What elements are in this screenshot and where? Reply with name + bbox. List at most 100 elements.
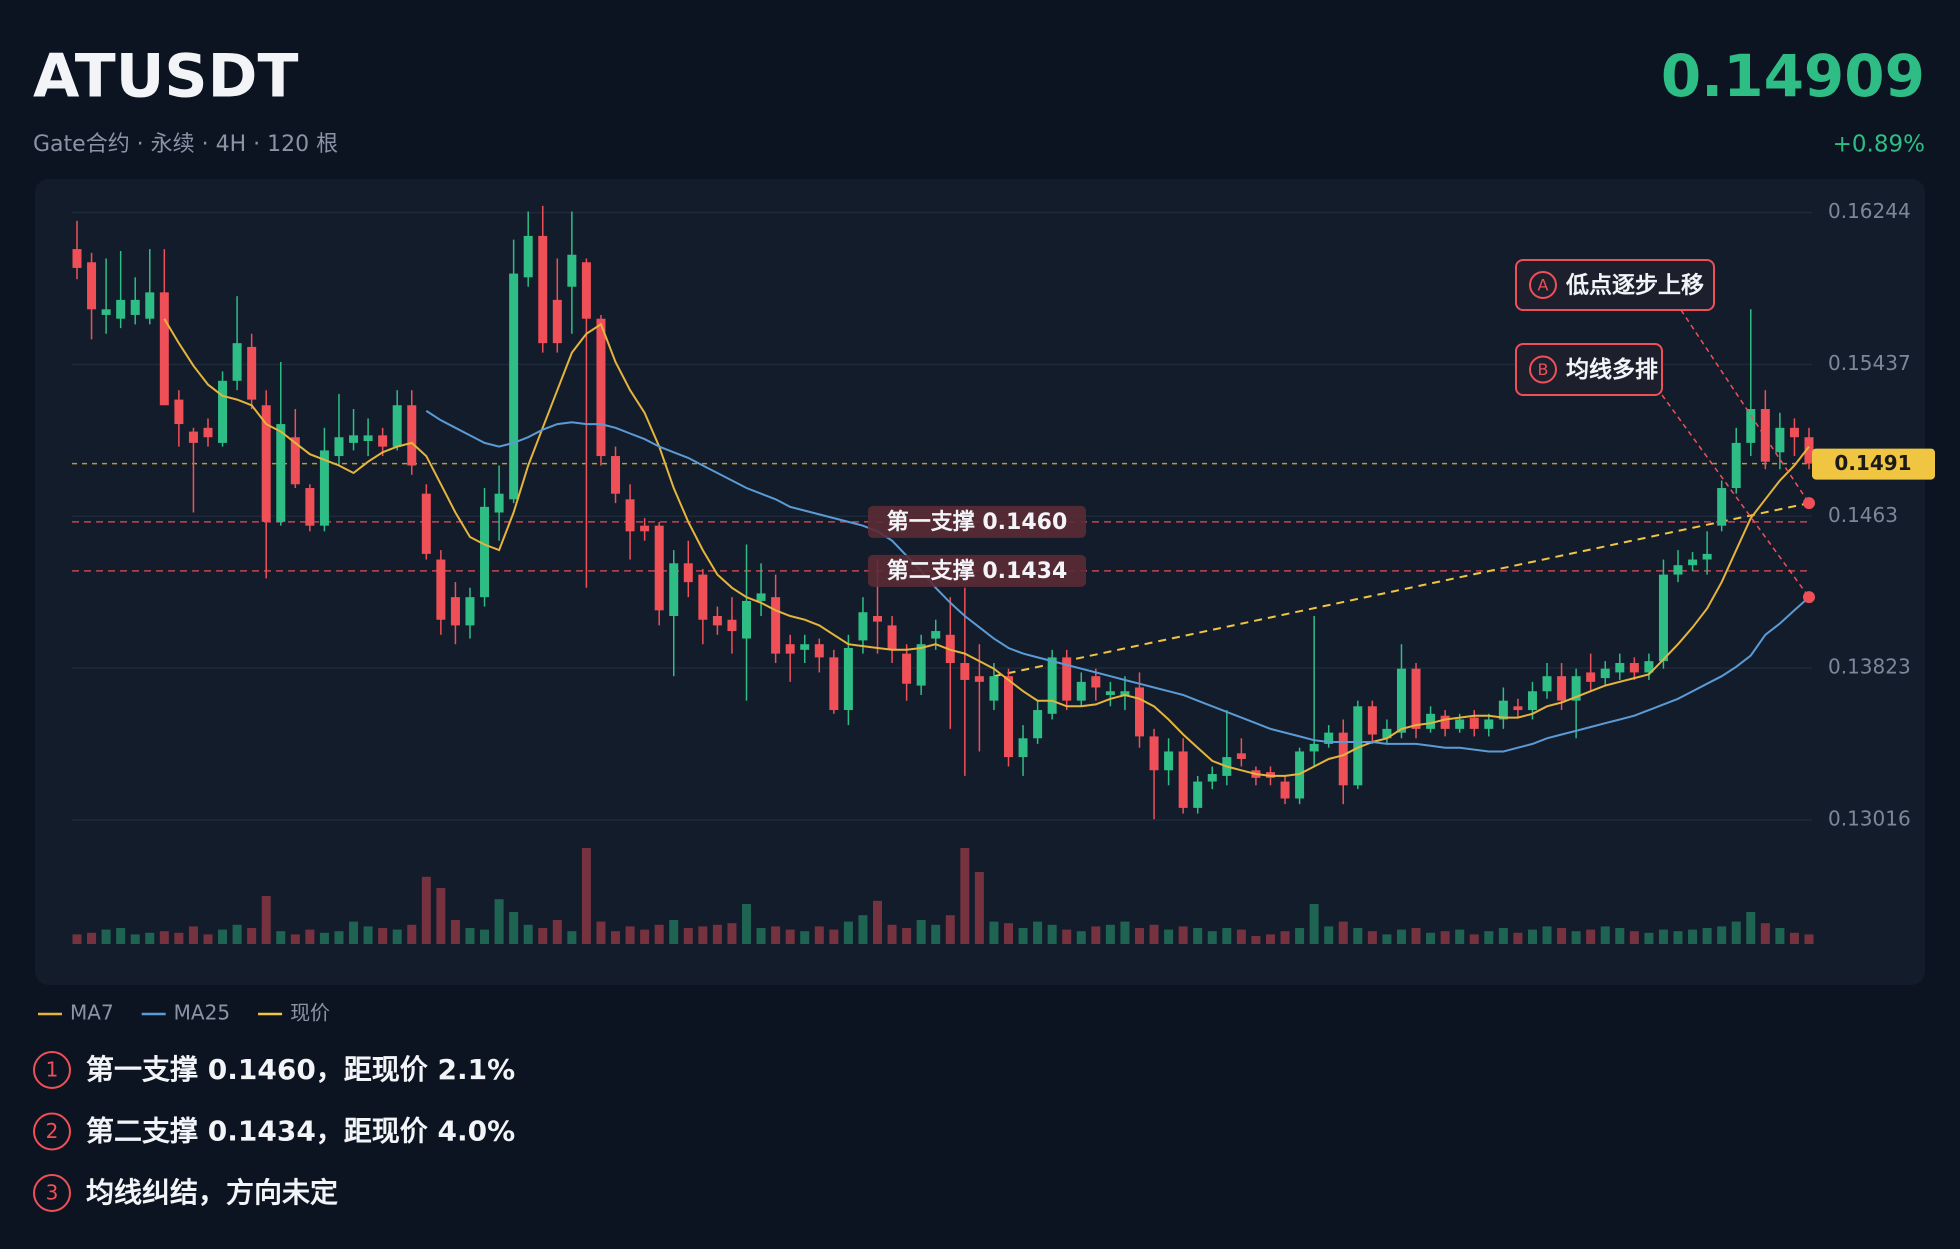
volume-bar [450,920,460,944]
volume-bar [1062,929,1072,944]
current-price-label: 0.1491 [1834,451,1911,475]
candle-body [1731,442,1741,489]
candle-body [480,506,490,598]
candle-body [1615,663,1625,673]
volume-bar [1688,929,1698,944]
volume-bar [989,921,999,944]
candle-body [1207,774,1217,782]
volume-bar [159,931,169,944]
y-tick-label: 0.13016 [1828,806,1911,830]
volume-bar [1498,928,1508,944]
volume-bar [130,934,140,944]
volume-bar [1629,931,1639,944]
volume-bar [683,928,693,944]
volume-bar [174,932,184,944]
volume-bar [1455,929,1465,944]
volume-bar [232,924,242,944]
candle-body [188,431,198,443]
volume-bar [1760,923,1770,944]
volume-bar [392,929,402,944]
candle-body [87,262,97,310]
candle-body [1193,781,1203,808]
volume-bar [771,926,781,944]
candle-body [436,559,446,620]
candle-body [363,435,373,442]
volume-bar [145,932,155,944]
note-badge-label: 3 [46,1181,59,1205]
candle-body [305,488,315,526]
volume-bar [1717,926,1727,944]
volume-bar [1658,929,1668,944]
candle-body [581,262,591,319]
volume-bar [1557,928,1567,944]
candle-body [567,254,577,287]
volume-bar [785,929,795,944]
candle-body [1702,553,1712,560]
candle-body [611,456,621,494]
candle-body [1600,668,1610,679]
volume-bar [596,921,606,944]
volume-bar [407,924,417,944]
candle-body [203,427,213,438]
volume-bar [1513,932,1523,944]
note-badge [33,1051,71,1089]
volume-bar [1251,936,1261,944]
volume-bar [290,934,300,944]
candle-body [1091,676,1101,688]
candle-body [552,299,562,344]
volume-bar [1426,932,1436,944]
volume-bar [1091,926,1101,944]
candle-body [916,644,926,686]
candle-body [887,625,897,650]
volume-bar [509,912,519,944]
volume-bar [363,926,373,944]
volume-bar [538,928,548,944]
current-price-box [1812,448,1935,480]
volume-bar [552,920,562,944]
volume-bar [1571,931,1581,944]
volume-bar [1134,928,1144,944]
candle-body [116,299,126,319]
candle-body [1571,676,1581,701]
y-tick-label: 0.1463 [1828,503,1898,527]
candle-body [1644,661,1654,673]
candle-body [1324,732,1334,744]
candle-body [1396,668,1406,733]
y-tick-label: 0.15437 [1828,351,1911,375]
candle-body [1003,676,1013,758]
annotation-text: 均线多排 [1566,356,1658,383]
volume-bar [814,926,824,944]
candle-body [392,405,402,447]
volume-bar [974,872,984,944]
candle-body [1455,719,1465,729]
candle-body [319,450,329,526]
candle-body [1076,681,1086,701]
annotation-text: 低点逐步上移 [1565,273,1704,299]
volume-bar [261,896,271,944]
support-label-box [868,554,1086,587]
candle-body [494,493,504,513]
candle-body [276,424,286,522]
volume-bar [1775,928,1785,944]
candle-body [771,597,781,654]
volume-bar [1193,928,1203,944]
candle-body [1629,663,1639,673]
candle-body [1688,559,1698,566]
note-badge-label: 1 [46,1058,59,1082]
volume-bar [1469,934,1479,944]
candle-body [1673,565,1683,575]
volume-bar [1338,921,1348,944]
volume-bar [188,926,198,944]
candle-body [349,435,359,443]
volume-bar [480,929,490,944]
volume-bar [1382,934,1392,944]
annotation-badge-label: A [1538,276,1549,295]
volume-bar [1396,929,1406,944]
note-text: 第一支撑 0.1460，距现价 2.1% [86,1053,515,1086]
volume-bar [1295,928,1305,944]
candle-body [742,600,752,639]
volume-bar [1236,929,1246,944]
volume-bar [931,924,941,944]
candle-body [1469,717,1479,729]
candle-body [1411,668,1421,729]
